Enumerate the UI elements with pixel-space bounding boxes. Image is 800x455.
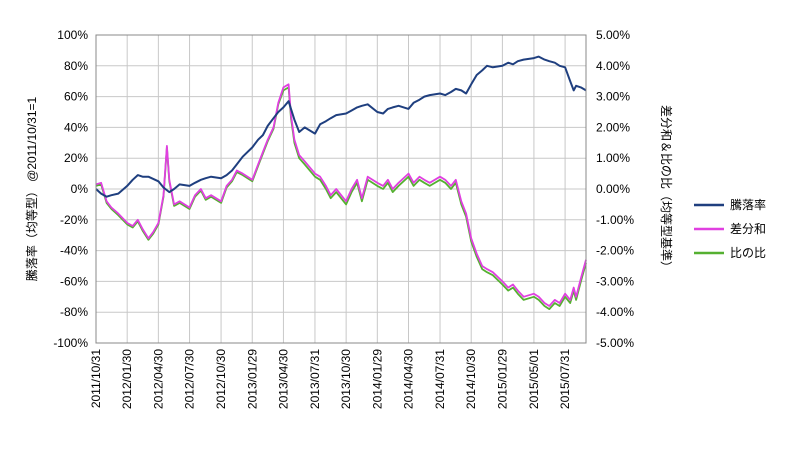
x-tick-label: 2011/10/31 bbox=[89, 349, 103, 408]
x-tick-label: 2014/07/31 bbox=[433, 349, 447, 409]
x-tick-label: 2013/07/31 bbox=[308, 349, 322, 409]
x-tick-label: 2012/07/30 bbox=[183, 349, 197, 409]
y-axis-right-title: 差分和＆比の比（均等型基準） bbox=[659, 105, 674, 273]
legend-label: 差分和 bbox=[730, 222, 766, 236]
x-tick-label: 2015/05/01 bbox=[527, 349, 541, 409]
legend-label: 比の比 bbox=[730, 246, 766, 260]
y2-tick-label: 1.00% bbox=[596, 151, 630, 165]
series-line-1 bbox=[95, 83, 587, 307]
x-axis-ticks: 2011/10/31 2012/01/30 2012/04/30 2012/07/30… bbox=[89, 349, 572, 409]
y2-tick-label: -4.00% bbox=[596, 305, 634, 319]
y-axis-left-title: 騰落率（均等型） @2011/10/31=1 bbox=[24, 96, 39, 281]
y-tick-label: -80% bbox=[60, 305, 88, 319]
y2-tick-label: -2.00% bbox=[596, 244, 634, 258]
x-tick-label: 2012/04/30 bbox=[151, 349, 165, 409]
x-tick-label: 2014/01/29 bbox=[370, 349, 384, 409]
y2-tick-label: 5.00% bbox=[596, 28, 630, 42]
x-tick-label: 2012/10/30 bbox=[214, 349, 228, 409]
y-tick-label: 40% bbox=[64, 120, 88, 134]
x-tick-label: 2015/01/29 bbox=[495, 349, 509, 409]
y-tick-label: -100% bbox=[53, 336, 88, 350]
y-tick-label: -20% bbox=[60, 213, 88, 227]
y-axis-right-ticks: 5.00% 4.00% 3.00% 2.00% 1.00% 0.00% -1.00% -2.0… bbox=[596, 28, 634, 350]
legend-label: 騰落率 bbox=[730, 197, 766, 212]
y2-tick-label: -3.00% bbox=[596, 274, 634, 288]
y2-tick-label: 0.00% bbox=[596, 182, 630, 196]
y2-tick-label: -5.00% bbox=[596, 336, 634, 350]
y2-tick-label: -1.00% bbox=[596, 213, 634, 227]
plot-area-frame bbox=[95, 34, 587, 344]
y-tick-label: 80% bbox=[64, 59, 88, 73]
y-tick-label: 0% bbox=[71, 182, 89, 196]
y-tick-label: 100% bbox=[57, 28, 88, 42]
x-tick-label: 2013/01/29 bbox=[245, 349, 259, 409]
series-line-2 bbox=[95, 86, 587, 310]
y-tick-label: -40% bbox=[60, 244, 88, 258]
y2-tick-label: 4.00% bbox=[596, 59, 630, 73]
y-tick-label: 60% bbox=[64, 90, 88, 104]
y-tick-label: 20% bbox=[64, 151, 88, 165]
gridlines bbox=[95, 34, 586, 344]
x-tick-label: 2013/04/30 bbox=[276, 349, 290, 409]
x-tick-label: 2015/07/31 bbox=[558, 349, 572, 409]
y-tick-label: -60% bbox=[60, 274, 88, 288]
series-line-0 bbox=[95, 55, 587, 198]
x-tick-label: 2013/10/30 bbox=[339, 349, 353, 409]
y-axis-left-ticks: 100% 80% 60% 40% 20% 0% -20% -40% -60% -80% -100% bbox=[53, 28, 88, 350]
x-tick-label: 2012/01/30 bbox=[120, 349, 134, 409]
y2-tick-label: 3.00% bbox=[596, 90, 630, 104]
series-lines bbox=[95, 55, 587, 310]
x-tick-label: 2014/04/30 bbox=[402, 349, 416, 409]
y2-tick-label: 2.00% bbox=[596, 120, 630, 134]
x-tick-label: 2014/10/30 bbox=[464, 349, 478, 409]
